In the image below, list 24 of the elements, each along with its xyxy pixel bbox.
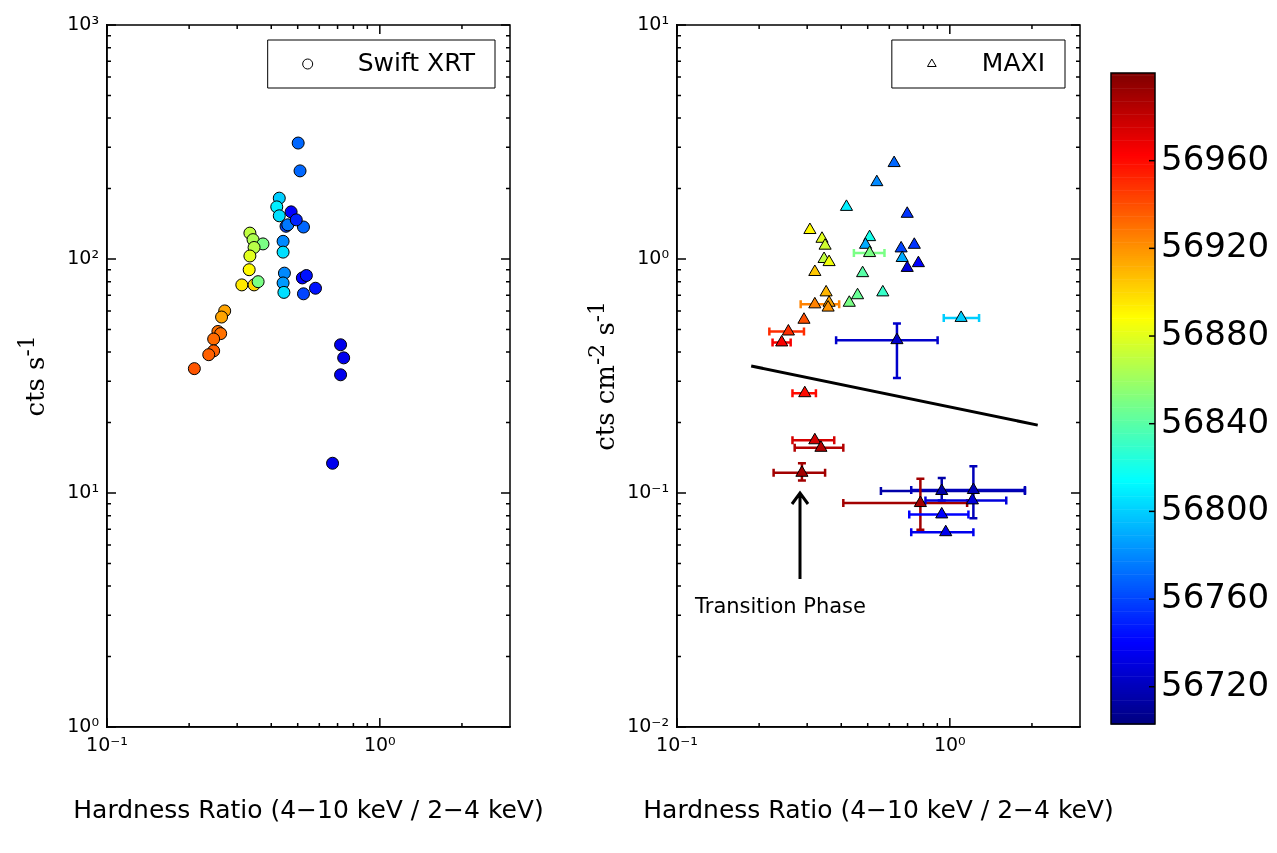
legend-label: Swift XRT bbox=[357, 47, 476, 77]
color-bar-label: 56920 bbox=[1161, 225, 1270, 266]
y-tick-label: 10⁰ bbox=[67, 713, 99, 736]
x-tick-label: 10⁰ bbox=[933, 733, 966, 756]
x-tick-label: 10⁻¹ bbox=[656, 733, 698, 756]
annotation: Transition Phase bbox=[694, 594, 866, 619]
y-tick-label: 10⁻¹ bbox=[627, 479, 669, 502]
color-bar-label: 56880 bbox=[1161, 312, 1270, 353]
color-bar-label: 56720 bbox=[1161, 663, 1270, 704]
x-tick-label: 10⁰ bbox=[363, 733, 396, 756]
x-axis-title: Hardness Ratio (4−10 keV / 2−4 keV) bbox=[73, 795, 544, 824]
x-axis-title: Hardness Ratio (4−10 keV / 2−4 keV) bbox=[643, 795, 1114, 824]
legend-label: MAXI bbox=[981, 47, 1045, 77]
y-tick-label: 10⁰ bbox=[637, 245, 669, 268]
y-tick-label: 10¹ bbox=[637, 11, 669, 34]
y-tick-label: 10¹ bbox=[67, 479, 99, 502]
color-bar-label: 56800 bbox=[1161, 488, 1270, 529]
y-tick-label: 10² bbox=[67, 245, 99, 268]
color-bar-label: 56960 bbox=[1161, 137, 1270, 178]
x-tick-label: 10⁻¹ bbox=[86, 733, 128, 756]
y-tick-label: 10⁻² bbox=[627, 713, 669, 736]
color-bar-label: 56760 bbox=[1161, 575, 1270, 616]
y-tick-label: 10³ bbox=[67, 11, 99, 34]
color-bar-label: 56840 bbox=[1161, 400, 1270, 441]
